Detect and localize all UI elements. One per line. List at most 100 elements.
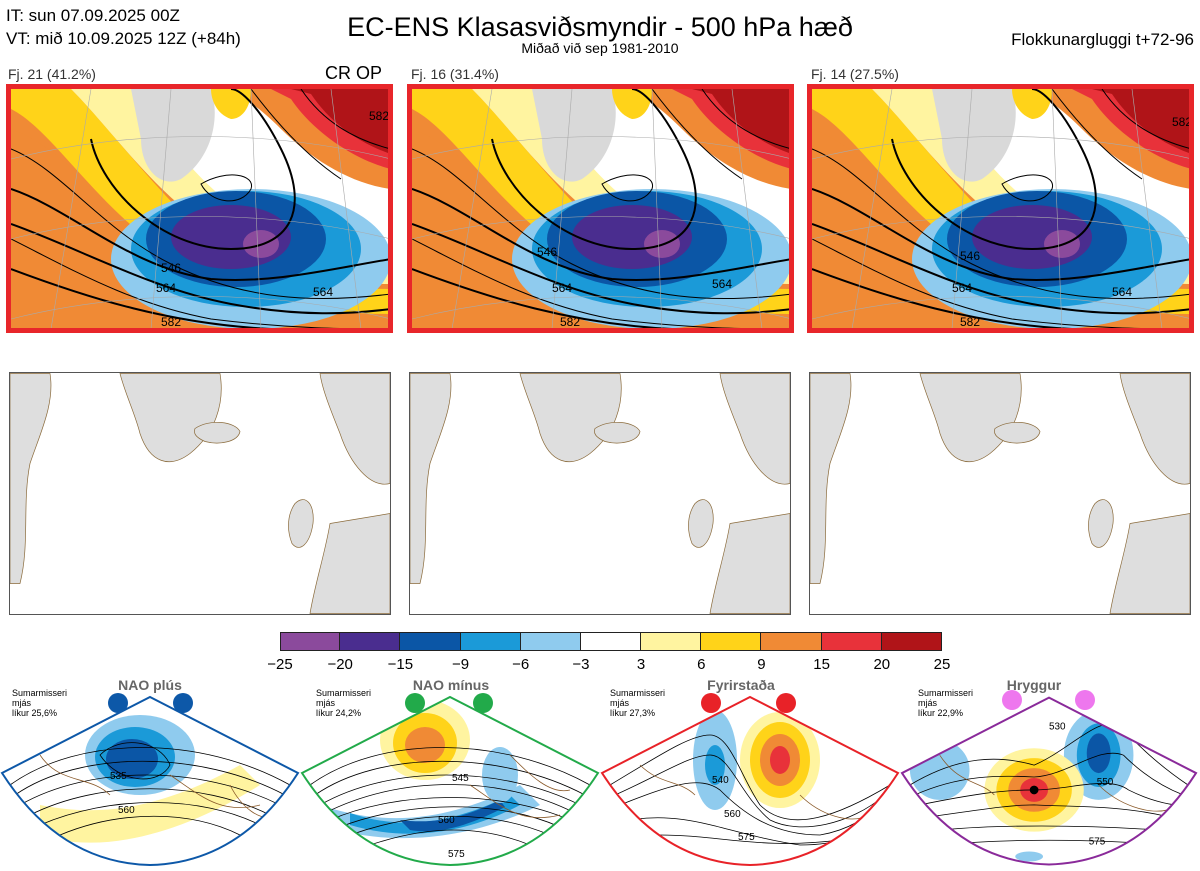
cluster-1-anomaly-field: 546 <box>11 89 388 328</box>
cluster-2-label: Fj. 16 (31.4%) <box>411 66 499 82</box>
regime-4-map: 530 550 575 <box>900 696 1198 866</box>
colorbar-swatch <box>761 632 822 651</box>
contour-label-582: 582 <box>161 315 182 329</box>
regime-3-note: Sumarmisseri mjás líkur 27,3% <box>610 688 665 718</box>
colorbar-swatch <box>280 632 341 651</box>
colorbar-tick-label: 20 <box>873 656 891 673</box>
contour-label-582: 582 <box>960 315 981 329</box>
regime-1-title: NAO plús <box>118 677 182 693</box>
regime-3-note-line: Sumarmisseri <box>610 688 666 698</box>
classification-window: Flokkunargluggi t+72-96 <box>1011 30 1194 49</box>
contour-label: 550 <box>1097 777 1114 788</box>
regime-1-map: 535 560 <box>0 695 300 867</box>
colorbar-tick-label: 3 <box>636 656 646 673</box>
colorbar-tick-label: 6 <box>697 656 706 673</box>
cluster-3-anomaly-field <box>812 89 1189 328</box>
cluster-2-anomaly-field <box>412 89 789 328</box>
contour-label-546: 546 <box>161 261 182 275</box>
regime-4-note-line: Sumarmisseri <box>918 688 974 698</box>
contour-label-564: 564 <box>952 281 973 295</box>
regime-3-title: Fyrirstaða <box>707 677 775 693</box>
regime-4-note: Sumarmisseri mjás líkur 22,9% <box>918 688 973 718</box>
regime-3-map: 540 560 575 <box>600 695 900 867</box>
contour-label: 560 <box>724 809 741 820</box>
regime-1-note-line: líkur 25,6% <box>12 708 58 718</box>
contour-label: 535 <box>110 771 127 782</box>
colorbar-swatch <box>520 632 581 651</box>
regime-1-note-line: Sumarmisseri <box>12 688 68 698</box>
colorbar-swatch <box>641 632 702 651</box>
regime-1-dot <box>173 693 193 713</box>
contour-label: 530 <box>1049 721 1066 732</box>
contour-label: 575 <box>738 832 755 843</box>
page-subtitle: Miðað við sep 1981-2010 <box>521 40 679 56</box>
empty-map-3 <box>809 372 1191 615</box>
regime-4-note-line: mjás <box>918 698 938 708</box>
contour-label-582: 582 <box>560 315 581 329</box>
regime-2-note-line: Sumarmisseri <box>316 688 372 698</box>
regime-2-note: Sumarmisseri mjás líkur 24,2% <box>316 688 371 718</box>
colorbar-swatch <box>701 632 762 651</box>
regime-4-dot <box>1075 690 1095 710</box>
regime-3-note-line: líkur 27,3% <box>610 708 656 718</box>
regime-3-dot <box>776 693 796 713</box>
colorbar-swatch <box>821 632 882 651</box>
empty-map-2 <box>409 372 791 615</box>
regime-2-note-line: mjás <box>316 698 336 708</box>
contour-label: 575 <box>1089 837 1106 848</box>
contour-label-582b: 582 <box>369 109 390 123</box>
cluster-1-badge: CR OP <box>325 63 383 83</box>
colorbar-tick-label: 25 <box>933 656 951 673</box>
contour-label-564b: 564 <box>1112 285 1133 299</box>
contour-label-546: 546 <box>960 249 981 263</box>
contour-label-582b: 582 <box>1172 115 1193 129</box>
colorbar-tick-label: −15 <box>387 656 414 673</box>
valid-time: VT: mið 10.09.2025 12Z (+84h) <box>6 29 241 48</box>
colorbar-tick-label: −9 <box>451 656 470 673</box>
regime-3-dot <box>701 693 721 713</box>
colorbar-swatch <box>460 632 521 651</box>
contour-label: 560 <box>118 805 135 816</box>
regime-4-dot <box>1002 690 1022 710</box>
regime-2-dot <box>405 693 425 713</box>
regime-1-note: Sumarmisseri mjás líkur 25,6% <box>12 688 67 718</box>
empty-map-1 <box>9 372 391 615</box>
colorbar-tick-label: −6 <box>512 656 530 673</box>
colorbar-frame <box>280 632 942 651</box>
colorbar-tick-label: 9 <box>757 656 766 673</box>
regime-2-note-line: líkur 24,2% <box>316 708 362 718</box>
contour-label: 560 <box>438 815 455 826</box>
landmass-map-3 <box>810 373 1190 614</box>
header-times: IT: sun 07.09.2025 00Z VT: mið 10.09.202… <box>6 4 241 50</box>
regime-1-dot <box>108 693 128 713</box>
regime-2-dot <box>473 693 493 713</box>
regime-2-map: 545 560 575 <box>300 695 600 867</box>
contour-label-564b: 564 <box>313 285 334 299</box>
cluster-3-map: 546 564 582 564 582 <box>807 84 1194 333</box>
colorbar-tick-label: −3 <box>572 656 590 673</box>
contour-label: 575 <box>448 849 465 860</box>
contour-label-546: 546 <box>537 245 558 259</box>
colorbar-swatch <box>580 632 642 651</box>
landmass-map-1 <box>10 373 390 614</box>
regime-2-title: NAO mínus <box>412 677 490 693</box>
colorbar-tick-label: −20 <box>327 656 353 673</box>
contour-label-564b: 564 <box>712 277 733 291</box>
regime-4-note-line: líkur 22,9% <box>918 708 964 718</box>
contour-label-564: 564 <box>552 281 573 295</box>
colorbar-tick-label: 15 <box>813 656 830 673</box>
cluster-3-label: Fj. 14 (27.5%) <box>811 66 899 82</box>
colorbar-tick-label: −25 <box>267 656 293 673</box>
regime-3-note-line: mjás <box>610 698 630 708</box>
page-title: EC-ENS Klasasviðsmyndir - 500 hPa hæð <box>347 12 853 42</box>
landmass-map-2 <box>410 373 790 614</box>
regime-4-title: Hryggur <box>1006 677 1062 693</box>
cluster-1-label: Fj. 21 (41.2%) <box>8 66 96 82</box>
colorbar-swatch <box>340 632 401 651</box>
init-time: IT: sun 07.09.2025 00Z <box>6 6 180 25</box>
contour-label-564: 564 <box>156 281 177 295</box>
cluster-1-map: 546 546 564 582 564 582 <box>6 84 393 333</box>
regime-1-note-line: mjás <box>12 698 32 708</box>
cluster-2-map: 546 564 582 564 <box>407 84 794 333</box>
contour-label: 545 <box>452 773 469 784</box>
